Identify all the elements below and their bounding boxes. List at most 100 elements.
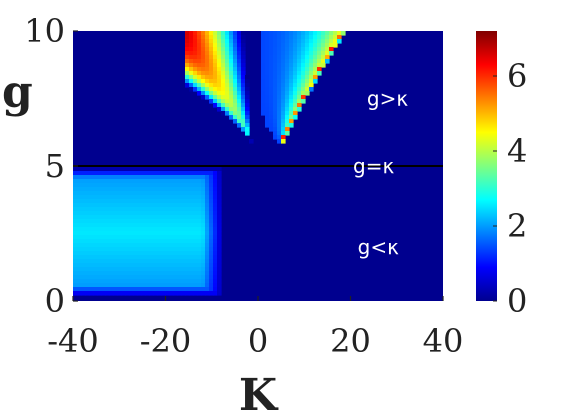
heatmap-cell (133, 251, 138, 256)
heatmap-cell (81, 291, 86, 296)
heatmap-cell (109, 223, 114, 228)
heatmap-cell (225, 83, 230, 88)
heatmap-cell (205, 255, 210, 260)
heatmap-cell (189, 191, 194, 196)
heatmap-cell (269, 35, 274, 40)
heatmap-cell (245, 103, 250, 108)
heatmap-cell (193, 219, 198, 224)
heatmap-cell (277, 79, 282, 84)
heatmap-cell (125, 219, 130, 224)
heatmap-cell (77, 227, 82, 232)
heatmap-cell (73, 203, 78, 208)
heatmap-cell (165, 239, 170, 244)
heatmap-cell (325, 43, 330, 48)
heatmap-cell (121, 227, 126, 232)
heatmap-cell (189, 275, 194, 280)
heatmap-cell (193, 227, 198, 232)
heatmap-cell (89, 271, 94, 276)
heatmap-cell (161, 167, 166, 172)
heatmap-cell (193, 207, 198, 212)
heatmap-cell (77, 203, 82, 208)
heatmap-cell (117, 271, 122, 276)
heatmap-cell (109, 271, 114, 276)
heatmap-cell (81, 191, 86, 196)
heatmap-cell (201, 83, 206, 88)
heatmap-cell (213, 247, 218, 252)
heatmap-cell (197, 55, 202, 60)
heatmap-cell (141, 267, 146, 272)
heatmap-cell (141, 175, 146, 180)
heatmap-cell (265, 67, 270, 72)
heatmap-cell (193, 243, 198, 248)
heatmap-cell (313, 31, 318, 36)
heatmap-cell (117, 239, 122, 244)
heatmap-cell (117, 211, 122, 216)
heatmap-cell (281, 47, 286, 52)
heatmap-cell (185, 47, 190, 52)
heatmap-cell (173, 195, 178, 200)
heatmap-cell (293, 87, 298, 92)
x-tick-label: 40 (423, 322, 464, 360)
heatmap-cell (81, 235, 86, 240)
heatmap-cell (289, 35, 294, 40)
heatmap-cell (161, 195, 166, 200)
heatmap-cell (193, 67, 198, 72)
heatmap-cell (277, 55, 282, 60)
heatmap-cell (169, 267, 174, 272)
heatmap-cell (149, 203, 154, 208)
heatmap-cell (93, 179, 98, 184)
heatmap-cell (213, 71, 218, 76)
heatmap-cell (245, 91, 250, 96)
heatmap-cell (309, 67, 314, 72)
heatmap-cell (189, 31, 194, 36)
heatmap-cell (337, 39, 342, 44)
heatmap-cell (109, 235, 114, 240)
heatmap-cell (141, 215, 146, 220)
heatmap-cell (141, 263, 146, 268)
heatmap-cell (217, 283, 222, 288)
heatmap-cell (285, 107, 290, 112)
heatmap-cell (157, 167, 162, 172)
heatmap-cell (161, 231, 166, 236)
heatmap-cell (169, 279, 174, 284)
heatmap-cell (193, 195, 198, 200)
heatmap-cell (189, 231, 194, 236)
heatmap-cell (89, 235, 94, 240)
heatmap-cell (201, 291, 206, 296)
annotation-upper: g>κ (367, 87, 408, 111)
heatmap-cell (169, 283, 174, 288)
heatmap-cell (273, 95, 278, 100)
heatmap-cell (209, 263, 214, 268)
heatmap-cell (85, 203, 90, 208)
heatmap-cell (81, 283, 86, 288)
heatmap-cell (217, 255, 222, 260)
heatmap-cell (141, 187, 146, 192)
heatmap-cell (149, 243, 154, 248)
heatmap-cell (241, 111, 246, 116)
heatmap-cell (89, 179, 94, 184)
heatmap-cell (89, 171, 94, 176)
heatmap-cell (217, 191, 222, 196)
heatmap-cell (161, 223, 166, 228)
heatmap-cell (229, 115, 234, 120)
heatmap-cell (165, 259, 170, 264)
heatmap-cell (153, 267, 158, 272)
heatmap-cell (113, 175, 118, 180)
heatmap-cell (73, 235, 78, 240)
heatmap-cell (209, 271, 214, 276)
heatmap-cell (153, 187, 158, 192)
heatmap-cell (97, 259, 102, 264)
heatmap-cell (261, 55, 266, 60)
heatmap-cell (141, 219, 146, 224)
heatmap-cell (237, 67, 242, 72)
heatmap-cell (109, 263, 114, 268)
heatmap-cell (81, 267, 86, 272)
heatmap-cell (193, 279, 198, 284)
heatmap-cell (269, 103, 274, 108)
heatmap-cell (213, 207, 218, 212)
heatmap-cell (273, 123, 278, 128)
heatmap-cell (237, 91, 242, 96)
heatmap-cell (161, 271, 166, 276)
heatmap-cell (201, 47, 206, 52)
heatmap-cell (269, 91, 274, 96)
